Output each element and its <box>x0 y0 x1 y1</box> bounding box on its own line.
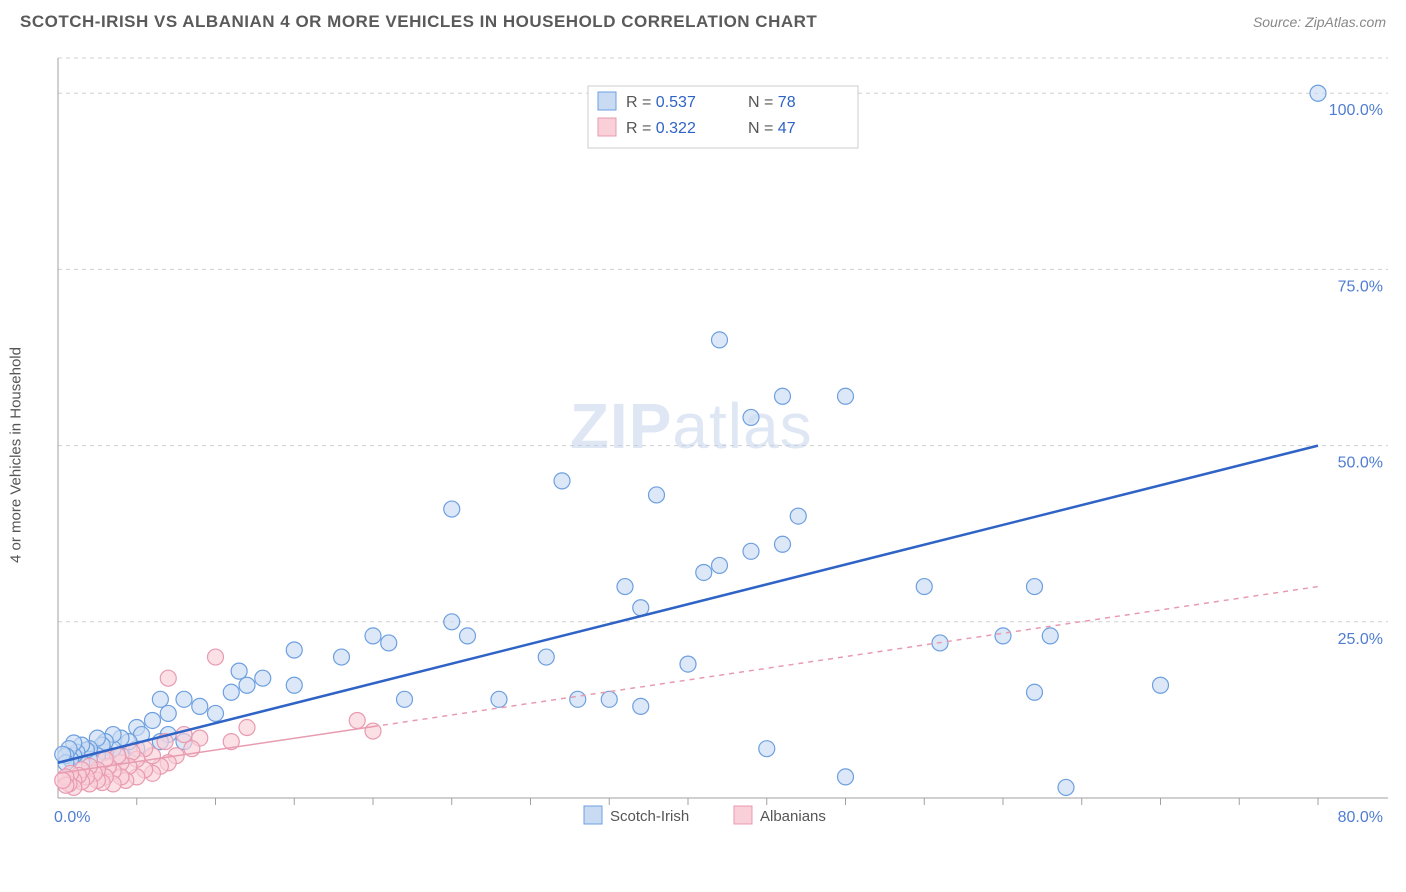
data-point <box>1310 85 1326 101</box>
data-point <box>334 649 350 665</box>
data-point <box>1042 628 1058 644</box>
data-point <box>633 698 649 714</box>
data-point <box>286 677 302 693</box>
data-point <box>696 564 712 580</box>
y-axis-label: 4 or more Vehicles in Household <box>8 347 25 563</box>
legend-series: Scotch-Irish Albanians <box>584 806 826 825</box>
data-point <box>223 684 239 700</box>
data-point <box>1153 677 1169 693</box>
data-point <box>649 487 665 503</box>
chart-title: SCOTCH-IRISH VS ALBANIAN 4 OR MORE VEHIC… <box>20 12 817 32</box>
data-point <box>680 656 696 672</box>
data-point <box>775 536 791 552</box>
data-point <box>160 705 176 721</box>
svg-text:N = 47: N = 47 <box>748 120 796 137</box>
data-point <box>460 628 476 644</box>
data-point <box>152 691 168 707</box>
svg-text:Albanians: Albanians <box>760 808 826 825</box>
data-point <box>1027 579 1043 595</box>
legend-stats: R = 0.537 N = 78 R = 0.322 N = 47 <box>588 86 858 148</box>
data-point <box>1027 684 1043 700</box>
data-point <box>239 677 255 693</box>
svg-text:80.0%: 80.0% <box>1338 809 1383 826</box>
data-point <box>176 691 192 707</box>
data-point <box>145 712 161 728</box>
data-point <box>397 691 413 707</box>
svg-text:0.0%: 0.0% <box>54 809 90 826</box>
svg-text:R = 0.322: R = 0.322 <box>626 120 696 137</box>
svg-text:50.0%: 50.0% <box>1338 455 1383 472</box>
data-point <box>231 663 247 679</box>
data-point <box>444 614 460 630</box>
data-point <box>916 579 932 595</box>
data-point <box>239 720 255 736</box>
data-point <box>790 508 806 524</box>
data-point <box>554 473 570 489</box>
data-point <box>192 698 208 714</box>
svg-text:100.0%: 100.0% <box>1329 102 1383 119</box>
data-point <box>838 769 854 785</box>
source-label: Source: ZipAtlas.com <box>1253 14 1386 30</box>
data-point <box>601 691 617 707</box>
data-point <box>286 642 302 658</box>
data-point <box>995 628 1011 644</box>
data-point <box>349 712 365 728</box>
chart-area: 4 or more Vehicles in Household 25.0%50.… <box>48 48 1396 862</box>
data-point <box>838 388 854 404</box>
data-point <box>617 579 633 595</box>
data-point <box>759 741 775 757</box>
data-point <box>55 772 71 788</box>
scatter-chart: 25.0%50.0%75.0%100.0%ZIPatlas0.0%80.0%R … <box>48 48 1388 848</box>
data-point <box>538 649 554 665</box>
data-point <box>775 388 791 404</box>
data-point <box>381 635 397 651</box>
svg-text:75.0%: 75.0% <box>1338 278 1383 295</box>
data-point <box>444 501 460 517</box>
data-point <box>491 691 507 707</box>
data-point <box>255 670 271 686</box>
svg-text:25.0%: 25.0% <box>1338 631 1383 648</box>
svg-text:N = 78: N = 78 <box>748 94 796 111</box>
data-point <box>365 628 381 644</box>
data-point <box>633 600 649 616</box>
svg-text:Scotch-Irish: Scotch-Irish <box>610 808 689 825</box>
data-point <box>208 649 224 665</box>
svg-text:R = 0.537: R = 0.537 <box>626 94 696 111</box>
data-point <box>712 557 728 573</box>
data-point <box>365 723 381 739</box>
data-point <box>743 409 759 425</box>
data-point <box>570 691 586 707</box>
data-point <box>208 705 224 721</box>
data-point <box>160 670 176 686</box>
data-point <box>743 543 759 559</box>
data-point <box>1058 779 1074 795</box>
data-point <box>712 332 728 348</box>
